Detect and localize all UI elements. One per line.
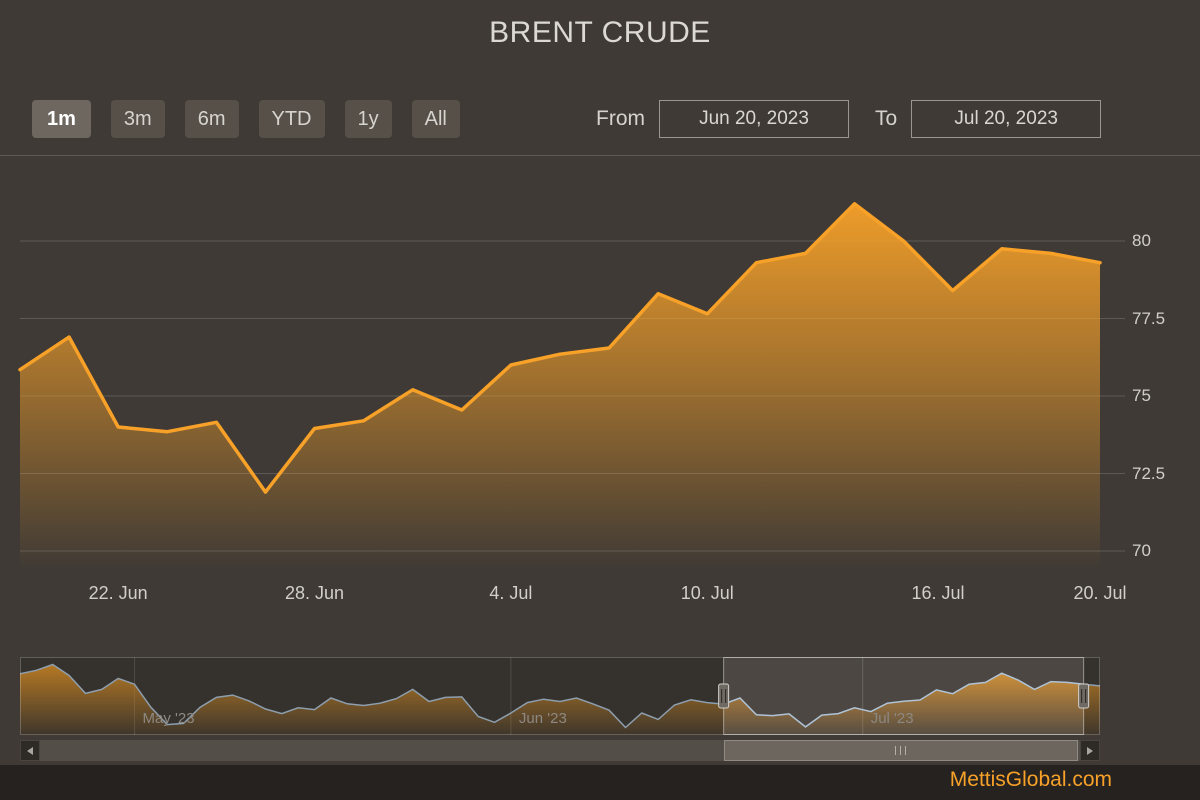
scrollbar-left-arrow[interactable] bbox=[20, 740, 40, 761]
to-label: To bbox=[875, 107, 898, 130]
range-selector: 1m 3m 6m YTD 1y All bbox=[32, 100, 460, 138]
x-axis-label: 22. Jun bbox=[88, 583, 148, 603]
range-button-1m[interactable]: 1m bbox=[32, 100, 91, 138]
y-axis-label: 75 bbox=[1132, 386, 1151, 405]
scrollbar-right-arrow[interactable] bbox=[1080, 740, 1100, 761]
navigator-area bbox=[20, 664, 1100, 735]
range-button-3m[interactable]: 3m bbox=[110, 100, 165, 138]
x-axis-label: 20. Jul bbox=[1073, 583, 1127, 603]
main-chart bbox=[0, 155, 1200, 571]
navigator-mask-left bbox=[20, 657, 724, 735]
navigator-month-label: Jul '23 bbox=[870, 710, 914, 727]
from-date-input[interactable]: Jun 20, 2023 bbox=[659, 100, 849, 138]
x-axis-label: 10. Jul bbox=[680, 583, 734, 603]
to-date-input[interactable]: Jul 20, 2023 bbox=[911, 100, 1102, 138]
right-arrow-icon bbox=[1087, 746, 1093, 755]
y-axis-label: 70 bbox=[1132, 541, 1151, 560]
range-button-6m[interactable]: 6m bbox=[184, 100, 239, 138]
price-area bbox=[20, 203, 1100, 571]
y-axis-label: 72.5 bbox=[1132, 463, 1166, 483]
scrollbar-thumb[interactable] bbox=[723, 740, 1078, 761]
navigator-line bbox=[20, 663, 1101, 729]
watermark-link[interactable]: MettisGlobal.com bbox=[949, 768, 1112, 791]
price-line bbox=[18, 202, 1102, 494]
range-button-1y[interactable]: 1y bbox=[344, 100, 392, 138]
chart-title: BRENT CRUDE bbox=[489, 16, 711, 49]
y-axis-label: 80 bbox=[1132, 231, 1151, 250]
navigator-month-label: Jun '23 bbox=[518, 710, 567, 727]
y-axis-label: 77.5 bbox=[1132, 308, 1166, 328]
navigator-month-label: May '23 bbox=[142, 710, 195, 727]
navigator-outline bbox=[20, 657, 1100, 735]
x-axis-label: 28. Jun bbox=[285, 583, 345, 603]
from-label: From bbox=[596, 107, 645, 130]
navigator-mask-right bbox=[1083, 657, 1100, 735]
x-axis-label: 4. Jul bbox=[489, 583, 533, 603]
scrollbar bbox=[20, 740, 1100, 761]
range-button-all[interactable]: All bbox=[411, 100, 460, 138]
left-arrow-icon bbox=[27, 746, 33, 755]
navigator[interactable] bbox=[20, 657, 1105, 737]
navigator-left-handle[interactable] bbox=[718, 683, 730, 709]
date-range-inputs: From Jun 20, 2023 To Jul 20, 2023 bbox=[596, 100, 1102, 138]
x-axis-label: 16. Jul bbox=[911, 583, 965, 603]
bottom-strip: MettisGlobal.com bbox=[0, 765, 1200, 800]
range-button-ytd[interactable]: YTD bbox=[258, 100, 325, 138]
navigator-right-handle[interactable] bbox=[1078, 683, 1090, 709]
